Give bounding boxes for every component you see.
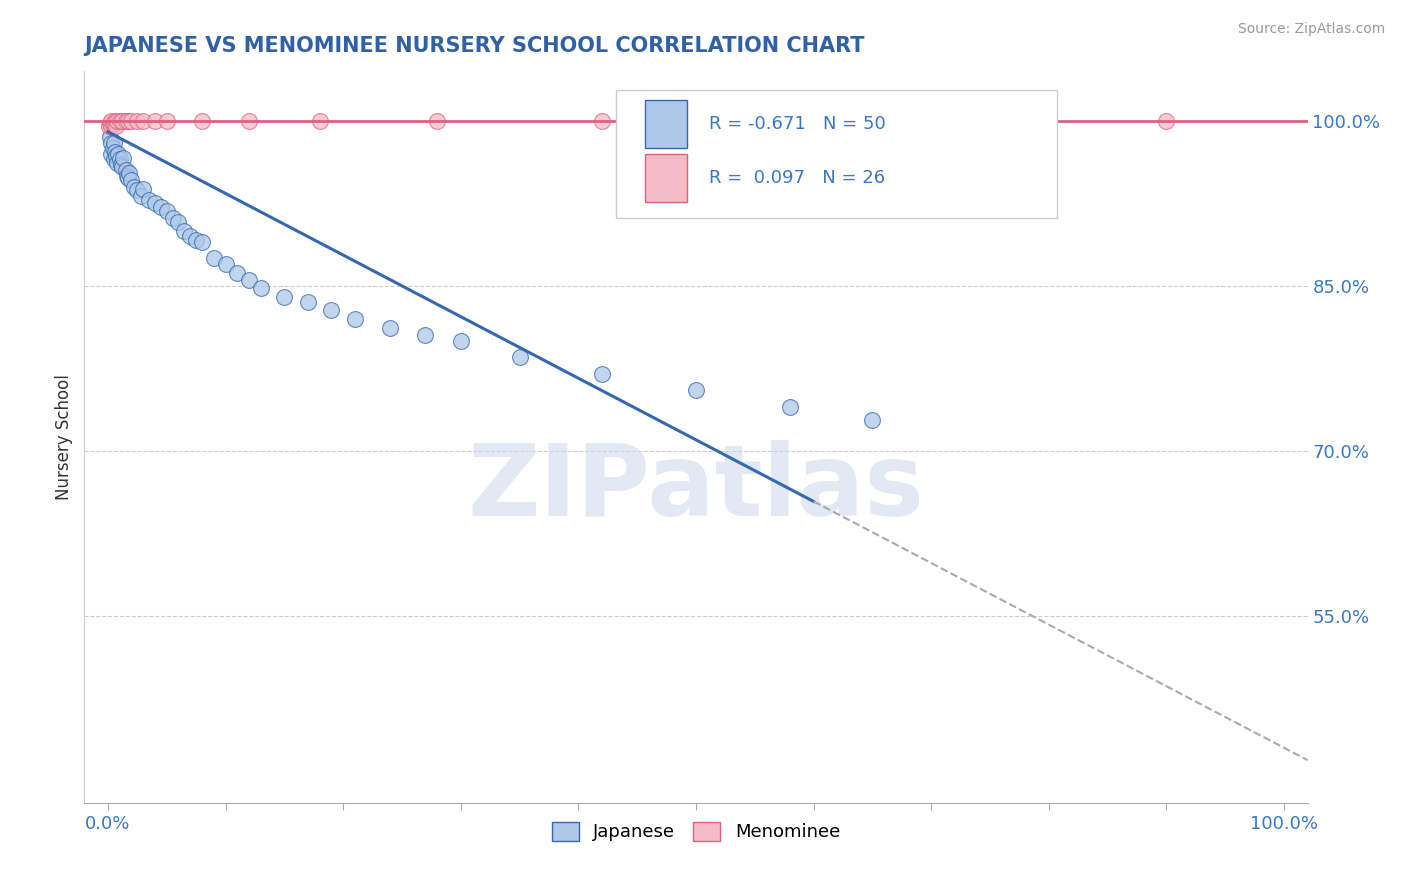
Point [118, 165, 141, 179]
Point [138, 193, 160, 207]
Point [132, 182, 155, 196]
Point [273, 290, 295, 304]
Point [105, 120, 128, 134]
Point [105, 113, 128, 128]
Point [297, 295, 319, 310]
Point [100, 113, 122, 128]
Point [104, 113, 127, 128]
Point [191, 113, 214, 128]
Text: R = -0.671   N = 50: R = -0.671 N = 50 [710, 115, 886, 133]
Text: Source: ZipAtlas.com: Source: ZipAtlas.com [1237, 22, 1385, 37]
Point [979, 113, 1001, 128]
Point [308, 113, 330, 128]
Point [98, 120, 121, 134]
Point [779, 400, 801, 414]
Point [149, 200, 172, 214]
Point [127, 183, 149, 197]
Point [755, 113, 778, 128]
Point [162, 211, 184, 225]
Point [122, 179, 145, 194]
Point [156, 204, 179, 219]
Point [108, 113, 131, 128]
Point [103, 136, 125, 150]
Point [238, 273, 260, 287]
Point [685, 384, 707, 398]
Point [98, 130, 121, 145]
Point [156, 113, 179, 128]
Point [202, 252, 225, 266]
Point [191, 235, 214, 249]
Point [415, 328, 437, 343]
Point [101, 117, 124, 131]
Point [860, 413, 883, 427]
Point [120, 173, 142, 187]
Point [591, 113, 613, 128]
Point [100, 136, 122, 150]
Point [100, 146, 122, 161]
Text: R =  0.097   N = 26: R = 0.097 N = 26 [710, 169, 886, 187]
Point [380, 320, 402, 334]
FancyBboxPatch shape [644, 154, 688, 202]
Point [509, 351, 531, 365]
Point [98, 116, 121, 130]
Point [226, 266, 249, 280]
Point [127, 113, 149, 128]
Point [214, 257, 236, 271]
Point [115, 169, 138, 183]
Point [111, 113, 134, 128]
Point [114, 163, 136, 178]
Point [103, 116, 125, 130]
Point [103, 153, 125, 167]
Point [249, 281, 271, 295]
Point [143, 196, 166, 211]
Point [591, 367, 613, 381]
Point [343, 311, 366, 326]
Point [117, 113, 139, 128]
Point [321, 303, 343, 318]
Legend: Japanese, Menominee: Japanese, Menominee [544, 814, 848, 848]
Point [112, 151, 135, 165]
Point [104, 145, 127, 159]
Point [450, 334, 472, 348]
Point [132, 113, 155, 128]
FancyBboxPatch shape [644, 100, 688, 147]
Text: JAPANESE VS MENOMINEE NURSERY SCHOOL CORRELATION CHART: JAPANESE VS MENOMINEE NURSERY SCHOOL COR… [84, 36, 865, 56]
Point [1156, 113, 1178, 128]
Point [143, 113, 166, 128]
Point [114, 113, 136, 128]
Point [129, 188, 152, 202]
Point [110, 158, 132, 172]
Point [173, 224, 195, 238]
Point [179, 229, 201, 244]
Point [105, 149, 128, 163]
Point [426, 113, 449, 128]
Point [101, 141, 124, 155]
Point [120, 113, 142, 128]
Point [117, 171, 139, 186]
FancyBboxPatch shape [616, 90, 1057, 218]
Point [107, 146, 129, 161]
Point [167, 215, 190, 229]
Point [100, 120, 122, 134]
Point [238, 113, 260, 128]
Point [105, 155, 128, 169]
Point [108, 153, 131, 167]
Point [111, 160, 134, 174]
Y-axis label: Nursery School: Nursery School [55, 374, 73, 500]
Text: ZIPatlas: ZIPatlas [468, 440, 924, 537]
Point [184, 233, 207, 247]
